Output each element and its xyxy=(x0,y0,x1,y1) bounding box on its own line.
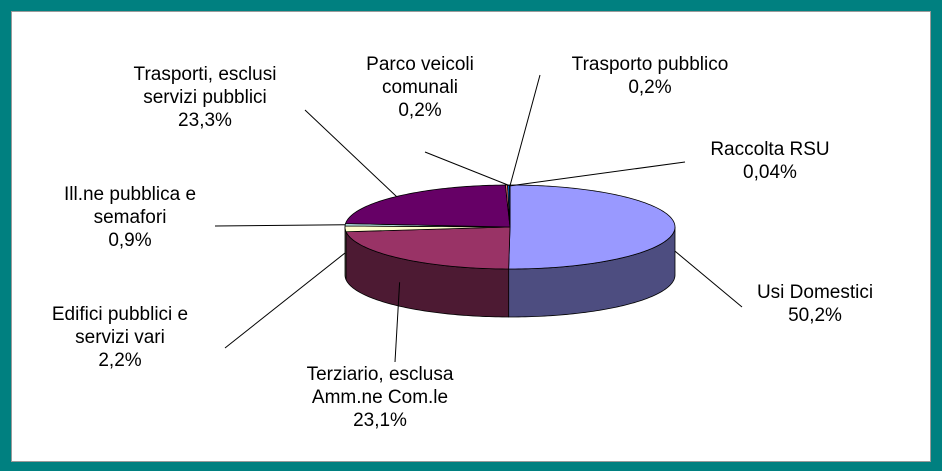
data-label: Raccolta RSU 0,04% xyxy=(710,138,829,184)
leader-line xyxy=(509,161,686,187)
value-label: 23,3% xyxy=(178,110,232,131)
data-label: Edifici pubblici e servizi vari 2,2% xyxy=(52,303,188,372)
slice xyxy=(508,184,676,270)
category-label: Ill.ne pubblica e semafori xyxy=(63,184,197,228)
value-label: 0,2% xyxy=(628,77,672,98)
value-label: 50,2% xyxy=(788,305,842,326)
data-label: Trasporto pubblico 0,2% xyxy=(572,53,729,99)
value-label: 0,04% xyxy=(743,162,797,183)
leader-line xyxy=(509,74,541,186)
data-label: Ill.ne pubblica e semafori 0,9% xyxy=(64,183,196,252)
category-label: Usi Domestici xyxy=(756,282,874,303)
leader-line xyxy=(424,151,511,187)
category-label: Trasporto pubblico xyxy=(571,54,729,75)
value-label: 2,2% xyxy=(98,350,142,371)
data-label: Parco veicoli comunali 0,2% xyxy=(366,53,474,122)
leader-line xyxy=(214,224,346,227)
category-label: Edifici pubblici e servizi vari xyxy=(51,304,189,348)
leader-line xyxy=(224,252,346,349)
leader-line xyxy=(394,282,401,363)
slice xyxy=(344,225,511,233)
data-label: Usi Domestici 50,2% xyxy=(757,281,873,327)
data-label: Trasporti, esclusi servizi pubblici 23,3% xyxy=(134,63,277,132)
slice xyxy=(344,184,511,228)
value-label: 0,9% xyxy=(108,230,152,251)
slice xyxy=(345,226,511,270)
leader-line xyxy=(304,109,397,197)
category-label: Parco veicoli comunali xyxy=(366,54,474,98)
category-label: Terziario, esclusa Amm.ne Com.le xyxy=(306,364,454,408)
value-label: 0,2% xyxy=(398,100,442,121)
leader-line xyxy=(674,250,743,308)
value-label: 23,1% xyxy=(353,410,407,431)
category-label: Raccolta RSU xyxy=(710,139,830,160)
data-label: Terziario, esclusa Amm.ne Com.le 23,1% xyxy=(307,363,454,432)
category-label: Trasporti, esclusi servizi pubblici xyxy=(133,64,277,108)
